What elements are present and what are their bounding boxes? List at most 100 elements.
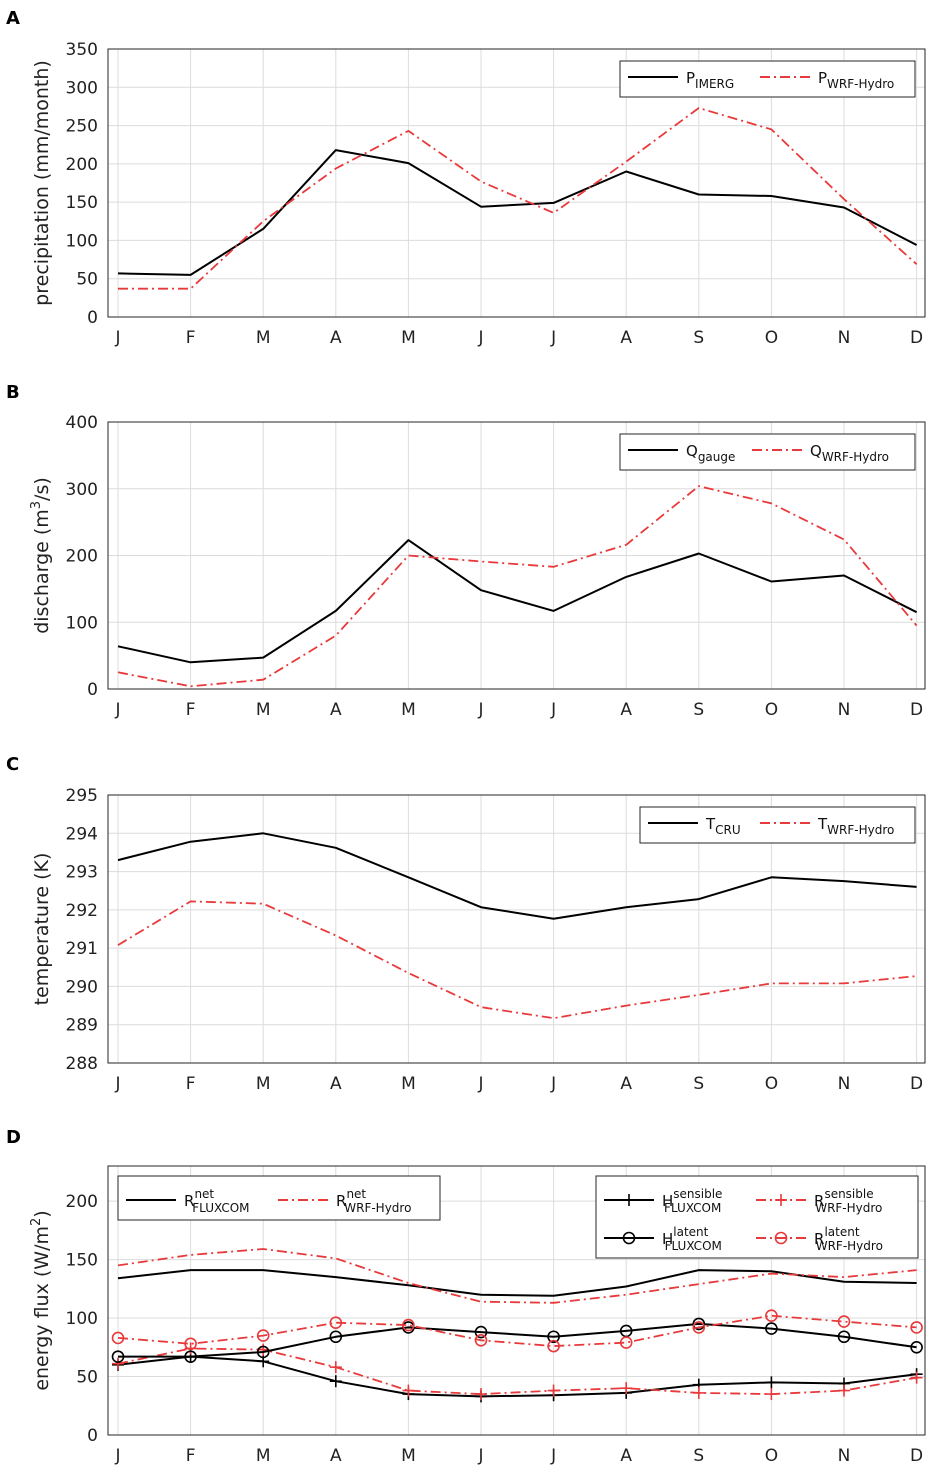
y-tick-label: 150 xyxy=(66,1251,98,1271)
panel-b-label: B xyxy=(6,382,20,403)
circle-marker xyxy=(184,1350,197,1363)
legend-subscript: WRF-Hydro xyxy=(827,823,894,837)
x-tick-label: J xyxy=(550,1446,556,1466)
legend-box xyxy=(117,1175,441,1221)
circle-marker xyxy=(774,1231,788,1245)
circle-marker xyxy=(765,1309,778,1323)
series-markers-r-latent-wrf-hydro xyxy=(111,1309,923,1353)
legend-label: Rsensible WRF-Hydro xyxy=(814,1187,882,1215)
y-tick-label: 200 xyxy=(66,155,98,175)
x-tick-label: A xyxy=(330,700,342,720)
x-tick-label: F xyxy=(186,1074,196,1094)
legend-subscript: FLUXCOM xyxy=(192,1201,249,1215)
y-tick-label: 295 xyxy=(66,786,98,806)
legend-subscript: IMERG xyxy=(695,77,734,91)
legend-box xyxy=(595,1175,919,1259)
x-tick-label: A xyxy=(620,1446,632,1466)
x-tick-label: J xyxy=(477,1074,483,1094)
x-tick-label: N xyxy=(838,328,851,348)
y-axis-label: precipitation (mm/month) xyxy=(31,60,53,306)
plus-marker xyxy=(620,1382,633,1395)
plus-marker xyxy=(112,1357,124,1370)
series-markers-r-sensible-wrf-hydro xyxy=(112,1342,923,1401)
plus-marker xyxy=(765,1376,778,1389)
legend-superscript: latent xyxy=(673,1225,708,1239)
y-axis-label: discharge (m3/s) xyxy=(29,477,53,634)
circle-marker xyxy=(474,1325,488,1339)
x-tick-label: A xyxy=(620,328,632,348)
series-markers-h-latent-fluxcom xyxy=(111,1317,923,1363)
legend-subscript: WRF-Hydro xyxy=(827,77,894,91)
plus-marker xyxy=(475,1388,487,1401)
x-tick-label: A xyxy=(620,1074,632,1094)
circle-marker xyxy=(910,1340,923,1354)
plot-frame xyxy=(107,48,926,318)
y-tick-label: 0 xyxy=(87,1426,98,1446)
y-tick-label: 290 xyxy=(66,977,98,997)
circle-marker xyxy=(111,1350,125,1363)
x-tick-label: M xyxy=(256,1074,271,1094)
y-axis-label-end: /s) xyxy=(31,477,53,501)
panel-a: A 0 50 100 150 200 250 300 350 J F M A M J J A S O N Dpreci… xyxy=(6,8,926,348)
x-tick-label: J xyxy=(114,1074,120,1094)
legend-label: Hsensible FLUXCOM xyxy=(662,1187,722,1215)
gridlines xyxy=(108,794,925,1064)
x-tick-label: S xyxy=(693,1074,704,1094)
circle-marker xyxy=(256,1329,270,1342)
legend-superscript: latent xyxy=(824,1225,859,1239)
legend-subscript: WRF-Hydro xyxy=(822,450,889,464)
x-tick-label: D xyxy=(910,700,923,720)
circle-marker xyxy=(692,1321,706,1334)
x-tick-label: M xyxy=(256,328,271,348)
legend-box xyxy=(619,60,916,98)
y-tick-label: 291 xyxy=(66,939,98,959)
plus-marker xyxy=(402,1384,415,1397)
plus-marker xyxy=(910,1371,923,1384)
series-line-p-imerg xyxy=(117,149,918,276)
x-tick-label: J xyxy=(477,700,483,720)
legend-subscript: CRU xyxy=(715,823,741,837)
x-tick-label: A xyxy=(330,328,342,348)
x-tick-label: M xyxy=(256,1446,271,1466)
y-tick-label: 50 xyxy=(76,270,98,290)
x-tick-label: J xyxy=(477,1446,483,1466)
plot-frame xyxy=(107,421,926,690)
legend-net-radiation: Rnet FLUXCOM Rnet WRF-Hydro xyxy=(117,1175,441,1221)
legend-subscript: WRF-Hydro xyxy=(816,1239,883,1253)
y-tick-label: 293 xyxy=(66,863,98,883)
series-line-r-net-fluxcom xyxy=(117,1269,917,1297)
legend-subscript: WRF-Hydro xyxy=(815,1201,882,1215)
x-tick-label: J xyxy=(114,1446,120,1466)
y-tick-label: 288 xyxy=(66,1054,98,1074)
x-tick-label: D xyxy=(910,1446,923,1466)
circle-marker xyxy=(910,1321,923,1334)
legend-superscript: sensible xyxy=(673,1187,722,1201)
y-axis-label: energy flux (W/m2) xyxy=(29,1210,53,1390)
x-tick-label: M xyxy=(256,700,271,720)
y-axis-label-sup: 3 xyxy=(29,501,44,509)
series-line-q-gauge xyxy=(117,539,918,664)
legend-superscript: net xyxy=(346,1187,366,1201)
plus-marker xyxy=(775,1194,787,1206)
x-tick-label: N xyxy=(838,1446,851,1466)
plus-marker xyxy=(329,1361,342,1374)
panel-c-label: C xyxy=(6,754,19,775)
circle-marker xyxy=(547,1330,560,1344)
circle-marker xyxy=(837,1315,851,1328)
y-tick-label: 400 xyxy=(66,413,98,433)
circle-marker xyxy=(622,1231,636,1245)
x-tick-label: J xyxy=(550,700,556,720)
x-tick-label: J xyxy=(477,328,483,348)
legend: Qgauge QWRF-Hydro xyxy=(619,433,916,471)
circle-marker xyxy=(402,1318,415,1332)
x-tick-label: O xyxy=(765,1074,778,1094)
plot-frame xyxy=(107,1165,926,1436)
x-tick-label: M xyxy=(401,1446,416,1466)
legend-subscript: FLUXCOM xyxy=(664,1201,721,1215)
legend-turbulent-fluxes: Hsensible FLUXCOM Rsensible WRF-HydroHlaten… xyxy=(595,1175,919,1259)
circle-marker xyxy=(329,1330,343,1344)
x-tick-label: N xyxy=(838,700,851,720)
y-tick-label: 0 xyxy=(87,308,98,328)
